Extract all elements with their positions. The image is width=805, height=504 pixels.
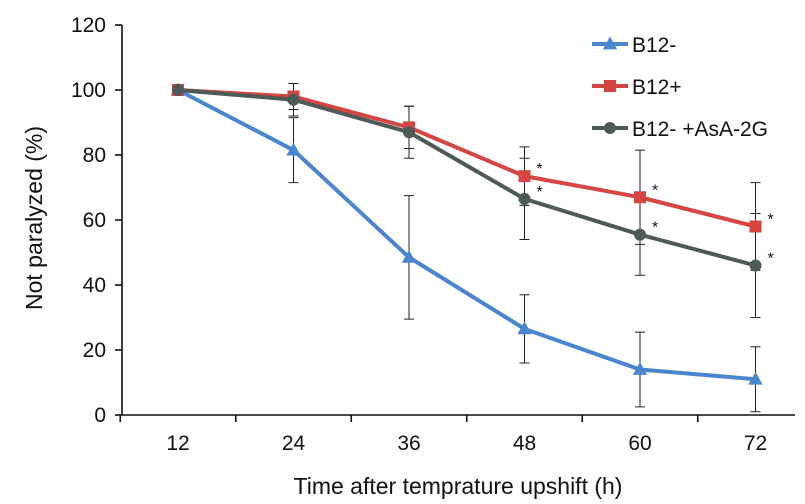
significance-marker: *	[537, 184, 543, 201]
x-tick-label: 48	[513, 432, 536, 455]
legend-label: B12+	[632, 76, 682, 99]
y-tick-label: 80	[83, 144, 106, 167]
data-point	[749, 220, 762, 233]
y-tick-label: 20	[83, 339, 106, 362]
y-tick-label: 120	[71, 14, 106, 37]
plot-area: * * * * * *	[170, 82, 774, 413]
data-point	[634, 228, 646, 241]
significance-marker: *	[537, 161, 543, 178]
axes: Not paralyzed (%) Time after temprature …	[21, 14, 795, 499]
legend: B12- B12+ B12- +AsA-2G	[592, 34, 768, 141]
legend-label: B12- +AsA-2G	[632, 118, 768, 141]
y-tick-label: 60	[83, 209, 106, 232]
data-point	[172, 84, 184, 96]
data-point	[287, 93, 300, 106]
x-tick-label: 60	[628, 432, 651, 455]
series-line-1	[176, 88, 758, 229]
data-point	[403, 126, 415, 139]
significance-marker: *	[652, 182, 658, 199]
y-tick-label: 100	[71, 79, 106, 102]
x-axis-title: Time after temprature upshift (h)	[294, 473, 623, 499]
y-axis-title: Not paralyzed (%)	[21, 126, 47, 310]
y-tick-label: 0	[94, 404, 106, 427]
data-point	[401, 249, 417, 263]
legend-marker	[604, 80, 616, 92]
significance-marker: *	[652, 220, 658, 237]
data-point	[518, 170, 531, 183]
data-point	[518, 192, 531, 205]
x-tick-label: 24	[282, 432, 306, 455]
data-point	[634, 191, 646, 204]
series-line-2	[176, 88, 758, 268]
legend-marker	[604, 122, 616, 134]
x-tick-label: 72	[744, 432, 767, 455]
legend-label: B12-	[632, 34, 676, 57]
data-point	[748, 371, 763, 385]
y-tick-label: 40	[83, 274, 106, 297]
data-point	[632, 362, 648, 375]
legend-marker	[602, 36, 618, 50]
data-point	[749, 259, 762, 272]
data-point	[286, 142, 301, 156]
series-line-0	[176, 88, 758, 382]
significance-marker: *	[768, 212, 774, 229]
data-point	[517, 321, 532, 335]
significance-marker: *	[768, 251, 774, 268]
x-tick-label: 12	[166, 432, 189, 455]
x-tick-label: 36	[397, 432, 420, 455]
